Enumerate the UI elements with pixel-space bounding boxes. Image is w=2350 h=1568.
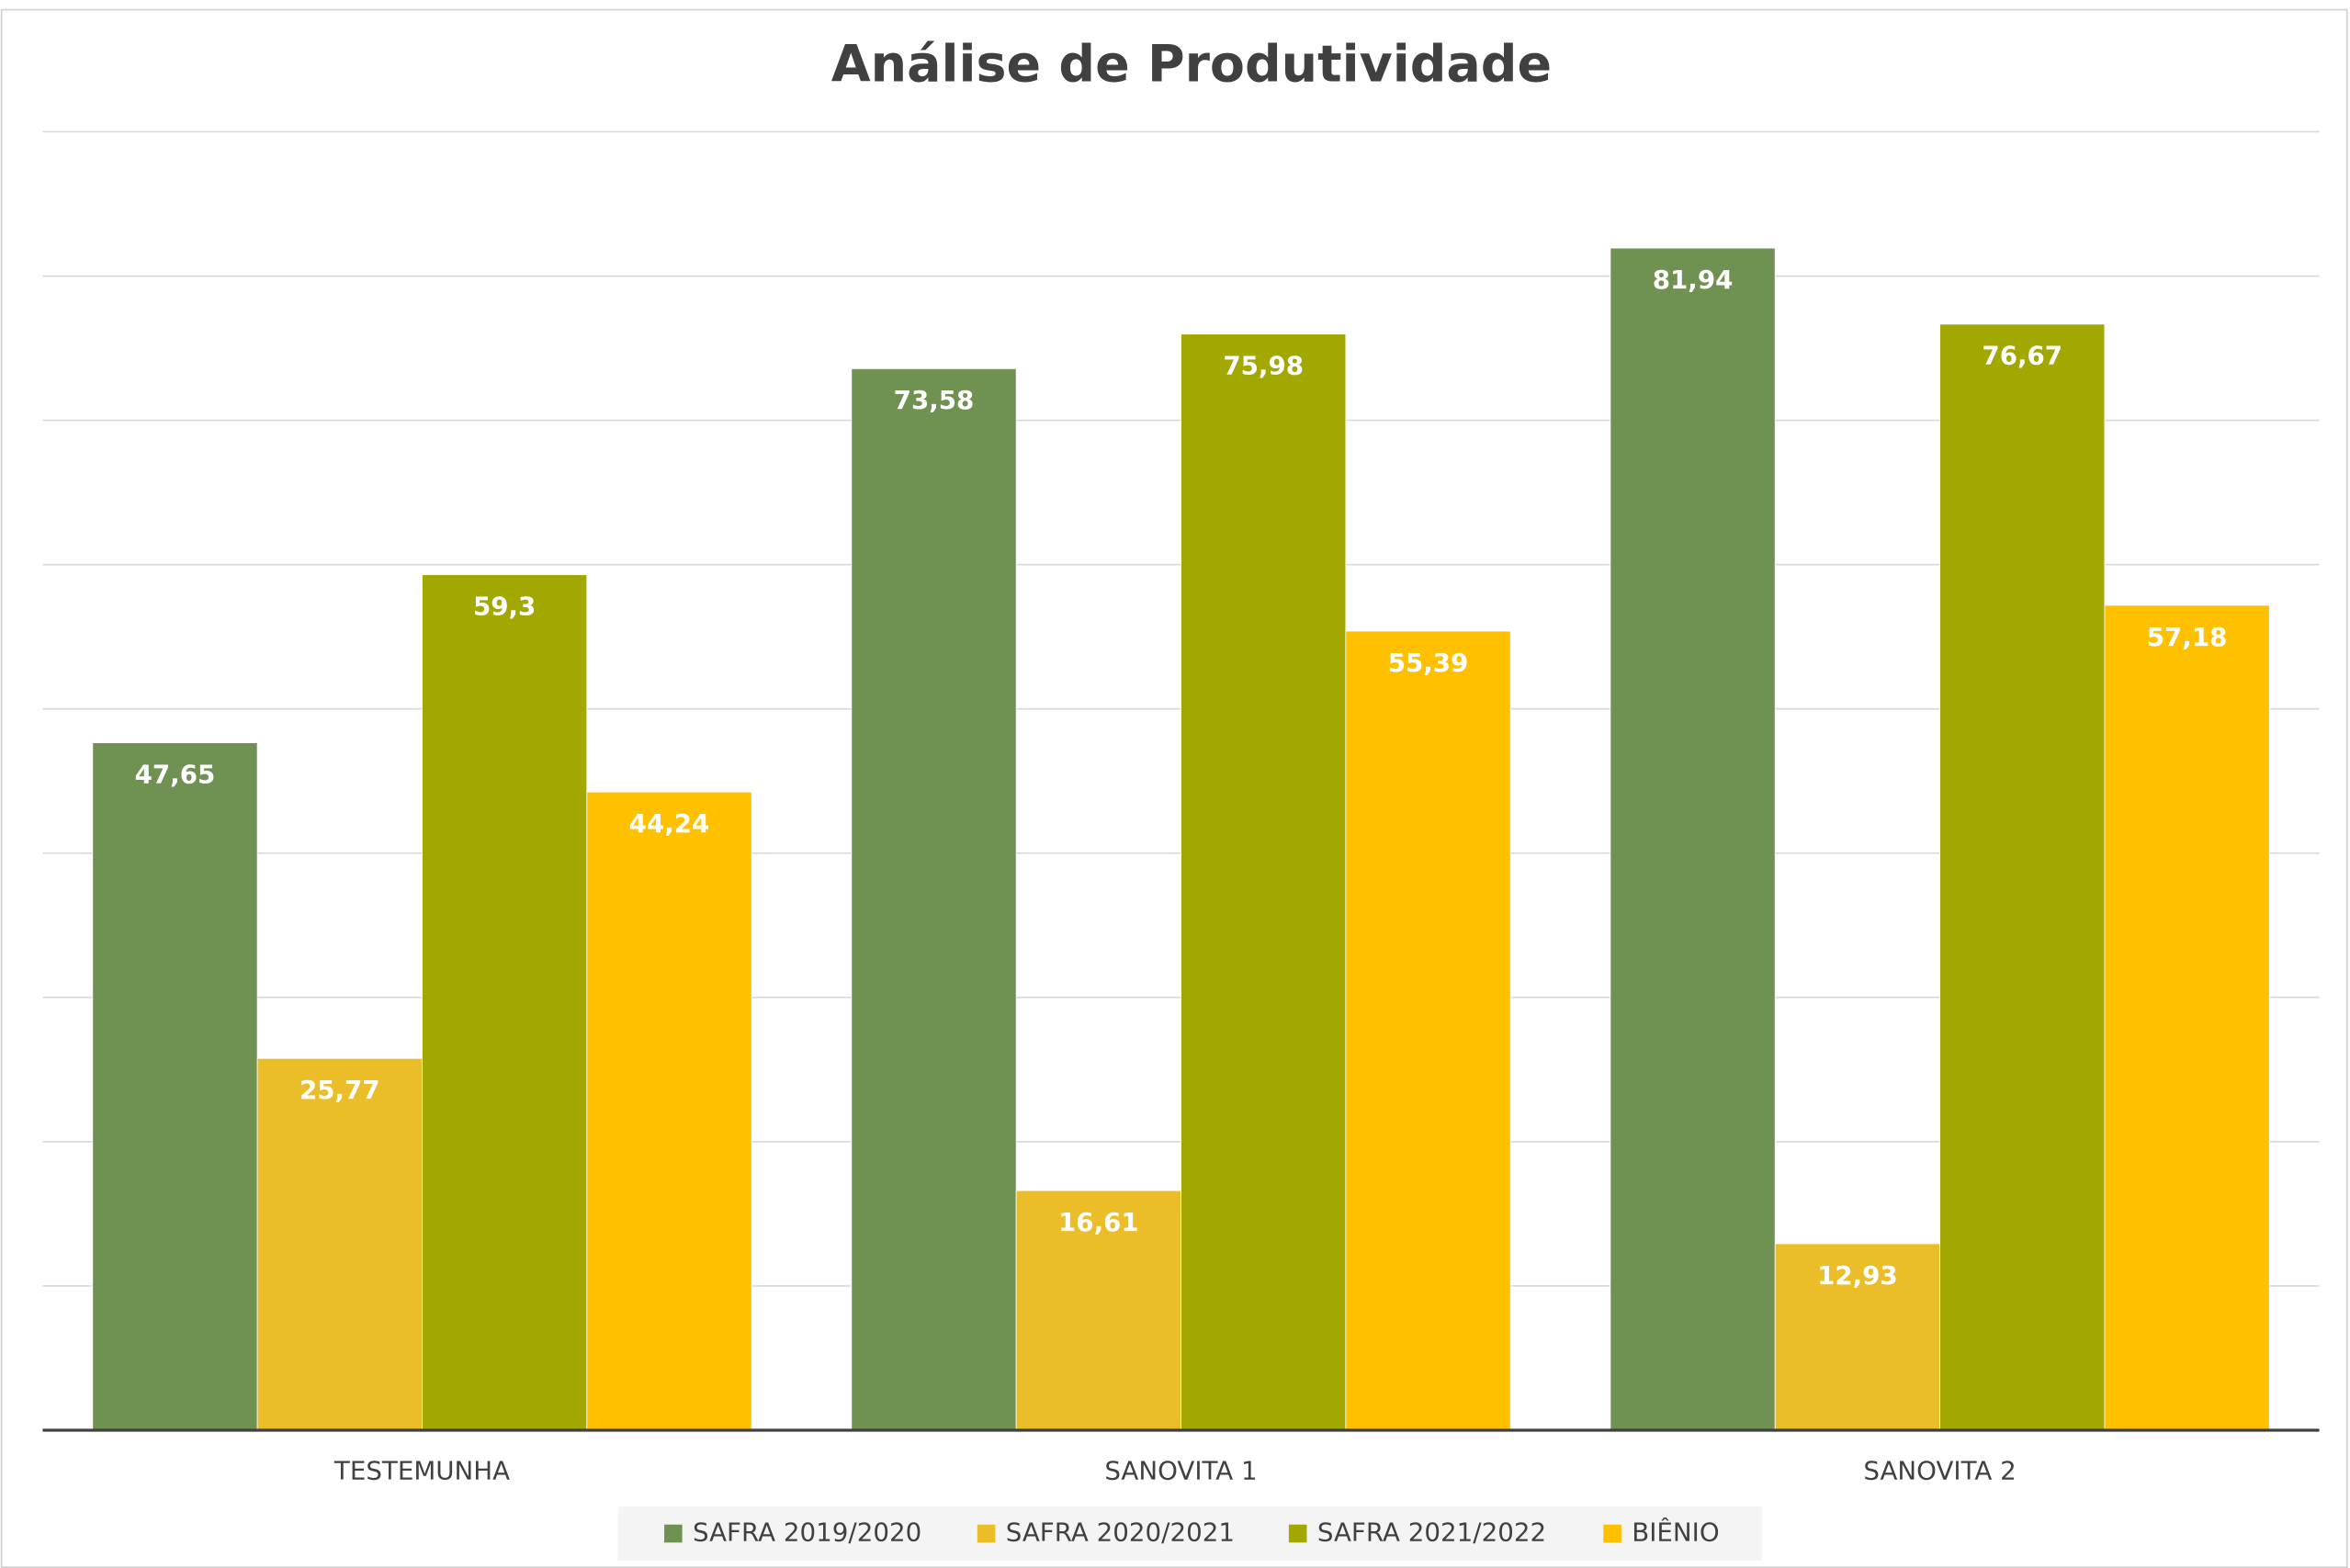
legend-label: SAFRA 2021/2022: [1317, 1517, 1546, 1548]
data-label: 59,3: [473, 592, 536, 622]
legend-label: BIÊNIO: [1632, 1517, 1719, 1548]
bar: [1345, 630, 1511, 1431]
legend-swatch: [977, 1524, 996, 1543]
data-label: 57,18: [2147, 622, 2228, 652]
bar: [586, 791, 752, 1431]
bar: [92, 742, 258, 1431]
legend-swatch: [1288, 1524, 1307, 1543]
legend-swatch: [1603, 1524, 1621, 1543]
bar: [1774, 1243, 1940, 1431]
data-label: 81,94: [1653, 265, 1734, 295]
data-label: 44,24: [629, 808, 710, 839]
legend-label: SAFRA 2020/2021: [1006, 1517, 1235, 1548]
bar: [422, 574, 588, 1431]
bar: [851, 367, 1017, 1431]
data-label: 12,93: [1817, 1260, 1898, 1291]
data-label: 16,61: [1058, 1207, 1139, 1237]
x-tick-label: TESTEMUNHA: [333, 1456, 510, 1486]
data-label: 55,39: [1388, 648, 1469, 678]
legend-label: SAFRA 2019/2020: [693, 1517, 921, 1548]
x-tick-label: SANOVITA 2: [1863, 1456, 2016, 1486]
bar: [1939, 323, 2106, 1431]
bar: [2104, 604, 2270, 1431]
bar: [1610, 247, 1776, 1431]
data-label: 75,98: [1223, 351, 1304, 381]
legend-box: [617, 1506, 1763, 1561]
chart-title: Análise de Produtividade: [831, 35, 1552, 94]
data-label: 73,58: [894, 385, 975, 415]
bar: [256, 1057, 423, 1431]
data-label: 47,65: [135, 759, 216, 789]
legend-swatch: [664, 1524, 683, 1543]
data-label: 76,67: [1982, 341, 2062, 371]
bar: [1015, 1190, 1181, 1431]
x-tick-label: SANOVITA 1: [1104, 1456, 1257, 1486]
data-label: 25,77: [299, 1075, 380, 1105]
bar: [1181, 333, 1347, 1431]
